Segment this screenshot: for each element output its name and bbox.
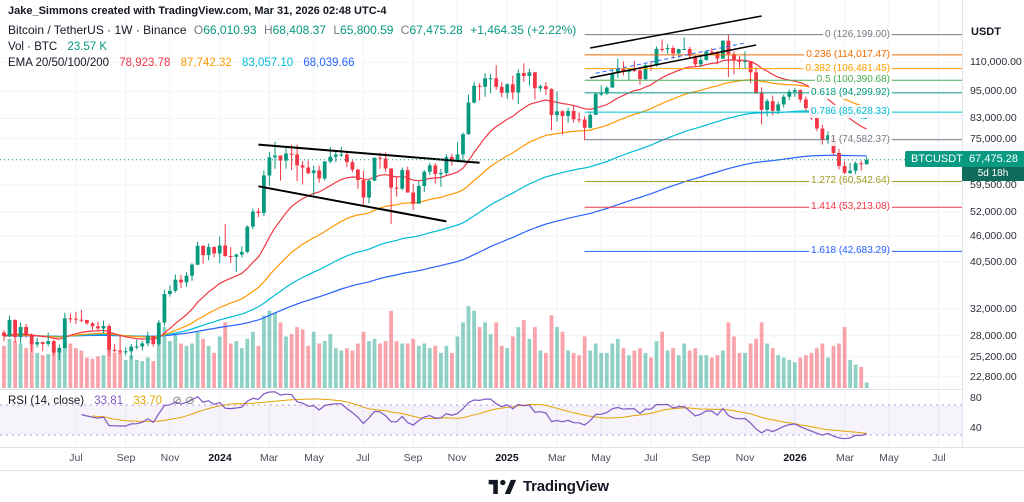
price-axis-label: 22,800.00: [970, 371, 1017, 383]
time-axis-label: May: [879, 452, 899, 464]
volume-layer: [2, 306, 869, 388]
rsi-source-icon: ⊘: [172, 395, 182, 407]
time-axis-label: Mar: [835, 452, 855, 464]
time-axis-label: Sep: [403, 452, 423, 464]
chart-area[interactable]: Jake_Simmons created with TradingView.co…: [0, 0, 962, 470]
axis-currency-label: USDT: [971, 26, 1001, 38]
volume-value: 23.57 K: [67, 41, 108, 53]
time-axis-label: Sep: [691, 452, 711, 464]
close-label: C: [400, 23, 410, 37]
fib-level-label: 0.618 (94,299.92): [809, 86, 892, 99]
time-axis-label: Nov: [447, 452, 467, 464]
high-value: 68,408.37: [272, 23, 327, 37]
time-axis-label: 2025: [495, 452, 519, 464]
price-badge-row: BTCUSDT 67,475.28: [904, 151, 1024, 167]
change-value: +1,464.35 (+2.22%): [470, 23, 577, 37]
price-axis-label: 110,000.00: [970, 56, 1022, 68]
time-axis-label: Sep: [116, 452, 136, 464]
fib-level-label: 0.5 (100,390.68): [814, 73, 892, 86]
rsi-axis-label: 40: [970, 422, 982, 434]
ema-label: EMA 20/50/100/200: [8, 57, 110, 69]
time-axis-label: Jul: [932, 452, 946, 464]
candles-layer: [2, 34, 869, 360]
low-value: 65,800.59: [340, 23, 394, 37]
rsi-layer: [81, 391, 867, 440]
fib-level-label: 0 (126,199.00): [822, 28, 892, 41]
ema50-value: 87,742.32: [180, 57, 232, 69]
rsi-legend[interactable]: RSI (14, close) 33.81 33.70 ⊘ ⊘: [8, 393, 195, 407]
time-axis-label: Mar: [547, 452, 567, 464]
time-axis-label: 2026: [783, 452, 807, 464]
time-axis-label: May: [304, 452, 324, 464]
ema-legend[interactable]: EMA 20/50/100/200 78,923.78 87,742.32 83…: [8, 57, 355, 69]
price-axis-label: 59,500.00: [970, 179, 1017, 191]
open-label: O: [193, 23, 204, 37]
tradingview-logo-text: TradingView: [523, 478, 609, 495]
fib-level-label: 1.272 (60,542.64): [809, 174, 892, 187]
rsi-ma-value: 33.70: [133, 395, 163, 407]
time-axis-label: Nov: [160, 452, 180, 464]
time-axis-label: Nov: [735, 452, 755, 464]
price-axis-label: 32,000.00: [970, 303, 1017, 315]
fib-level-label: 1.414 (53,213.08): [809, 200, 892, 213]
ema200-value: 68,039.66: [303, 57, 355, 69]
fib-level-label: 1 (74,582.37): [828, 133, 892, 146]
fib-level-label: 1.618 (42,683.29): [809, 244, 892, 257]
price-axis-label: 40,500.00: [970, 256, 1017, 268]
tradingview-logo[interactable]: TradingView: [487, 476, 609, 497]
price-axis-label: 25,200.00: [970, 351, 1017, 363]
ema20-value: 78,923.78: [119, 57, 171, 69]
price-axis-label: 83,000.00: [970, 112, 1017, 124]
badge-price: 67,475.28: [969, 153, 1018, 165]
time-axis-label: Mar: [259, 452, 279, 464]
bottom-bar: TradingView: [0, 470, 1024, 502]
time-axis[interactable]: Jul Sep Nov 2024 Mar May Jul Sep Nov 2025 Mar May Ju…: [0, 447, 1024, 471]
price-axis[interactable]: USDT 110,000.00 95,000.00 83,000.00 75,000.…: [962, 0, 1024, 470]
price-axis-label: 46,000.00: [970, 230, 1017, 242]
fib-level-label: 0.382 (106,481.45): [803, 62, 892, 75]
rsi-source-icon: ⊘: [185, 395, 195, 407]
symbol-legend[interactable]: Bitcoin / TetherUS · 1W · Binance O66,01…: [8, 23, 576, 37]
tradingview-logo-icon: [488, 479, 517, 494]
ema-layer: [3, 59, 867, 340]
fib-level-label: 0.236 (114,017.47): [804, 48, 892, 61]
rsi-axis-label: 80: [970, 392, 982, 404]
price-axis-label: 75,000.00: [970, 133, 1017, 145]
time-axis-label: May: [591, 452, 611, 464]
current-price-badge: BTCUSDT 67,475.28 5d 18h: [904, 151, 1024, 181]
time-axis-label: 2024: [208, 452, 232, 464]
low-label: L: [333, 23, 341, 37]
time-axis-label: Jul: [644, 452, 658, 464]
price-axis-label: 95,000.00: [970, 85, 1017, 97]
price-axis-label: 52,000.00: [970, 206, 1017, 218]
close-value: 67,475.28: [409, 23, 463, 37]
rsi-value: 33.81: [94, 395, 124, 407]
price-axis-label: 28,000.00: [970, 330, 1017, 342]
attribution: Jake_Simmons created with TradingView.co…: [8, 5, 387, 17]
price-chart-canvas[interactable]: [0, 0, 962, 470]
fib-level-label: 0.786 (85,628.33): [809, 105, 892, 118]
high-label: H: [263, 23, 273, 37]
volume-label: Vol · BTC: [8, 41, 58, 53]
rsi-label: RSI (14, close): [8, 395, 85, 407]
open-value: 66,010.93: [203, 23, 257, 37]
ema100-value: 83,057.10: [241, 57, 294, 69]
volume-legend[interactable]: Vol · BTC 23.57 K: [8, 41, 107, 53]
time-axis-label: Jul: [69, 452, 83, 464]
candle-countdown: 5d 18h: [962, 167, 1024, 181]
badge-symbol: BTCUSDT: [910, 153, 963, 165]
time-axis-label: Jul: [356, 452, 370, 464]
symbol-title: Bitcoin / TetherUS · 1W · Binance: [8, 23, 187, 37]
